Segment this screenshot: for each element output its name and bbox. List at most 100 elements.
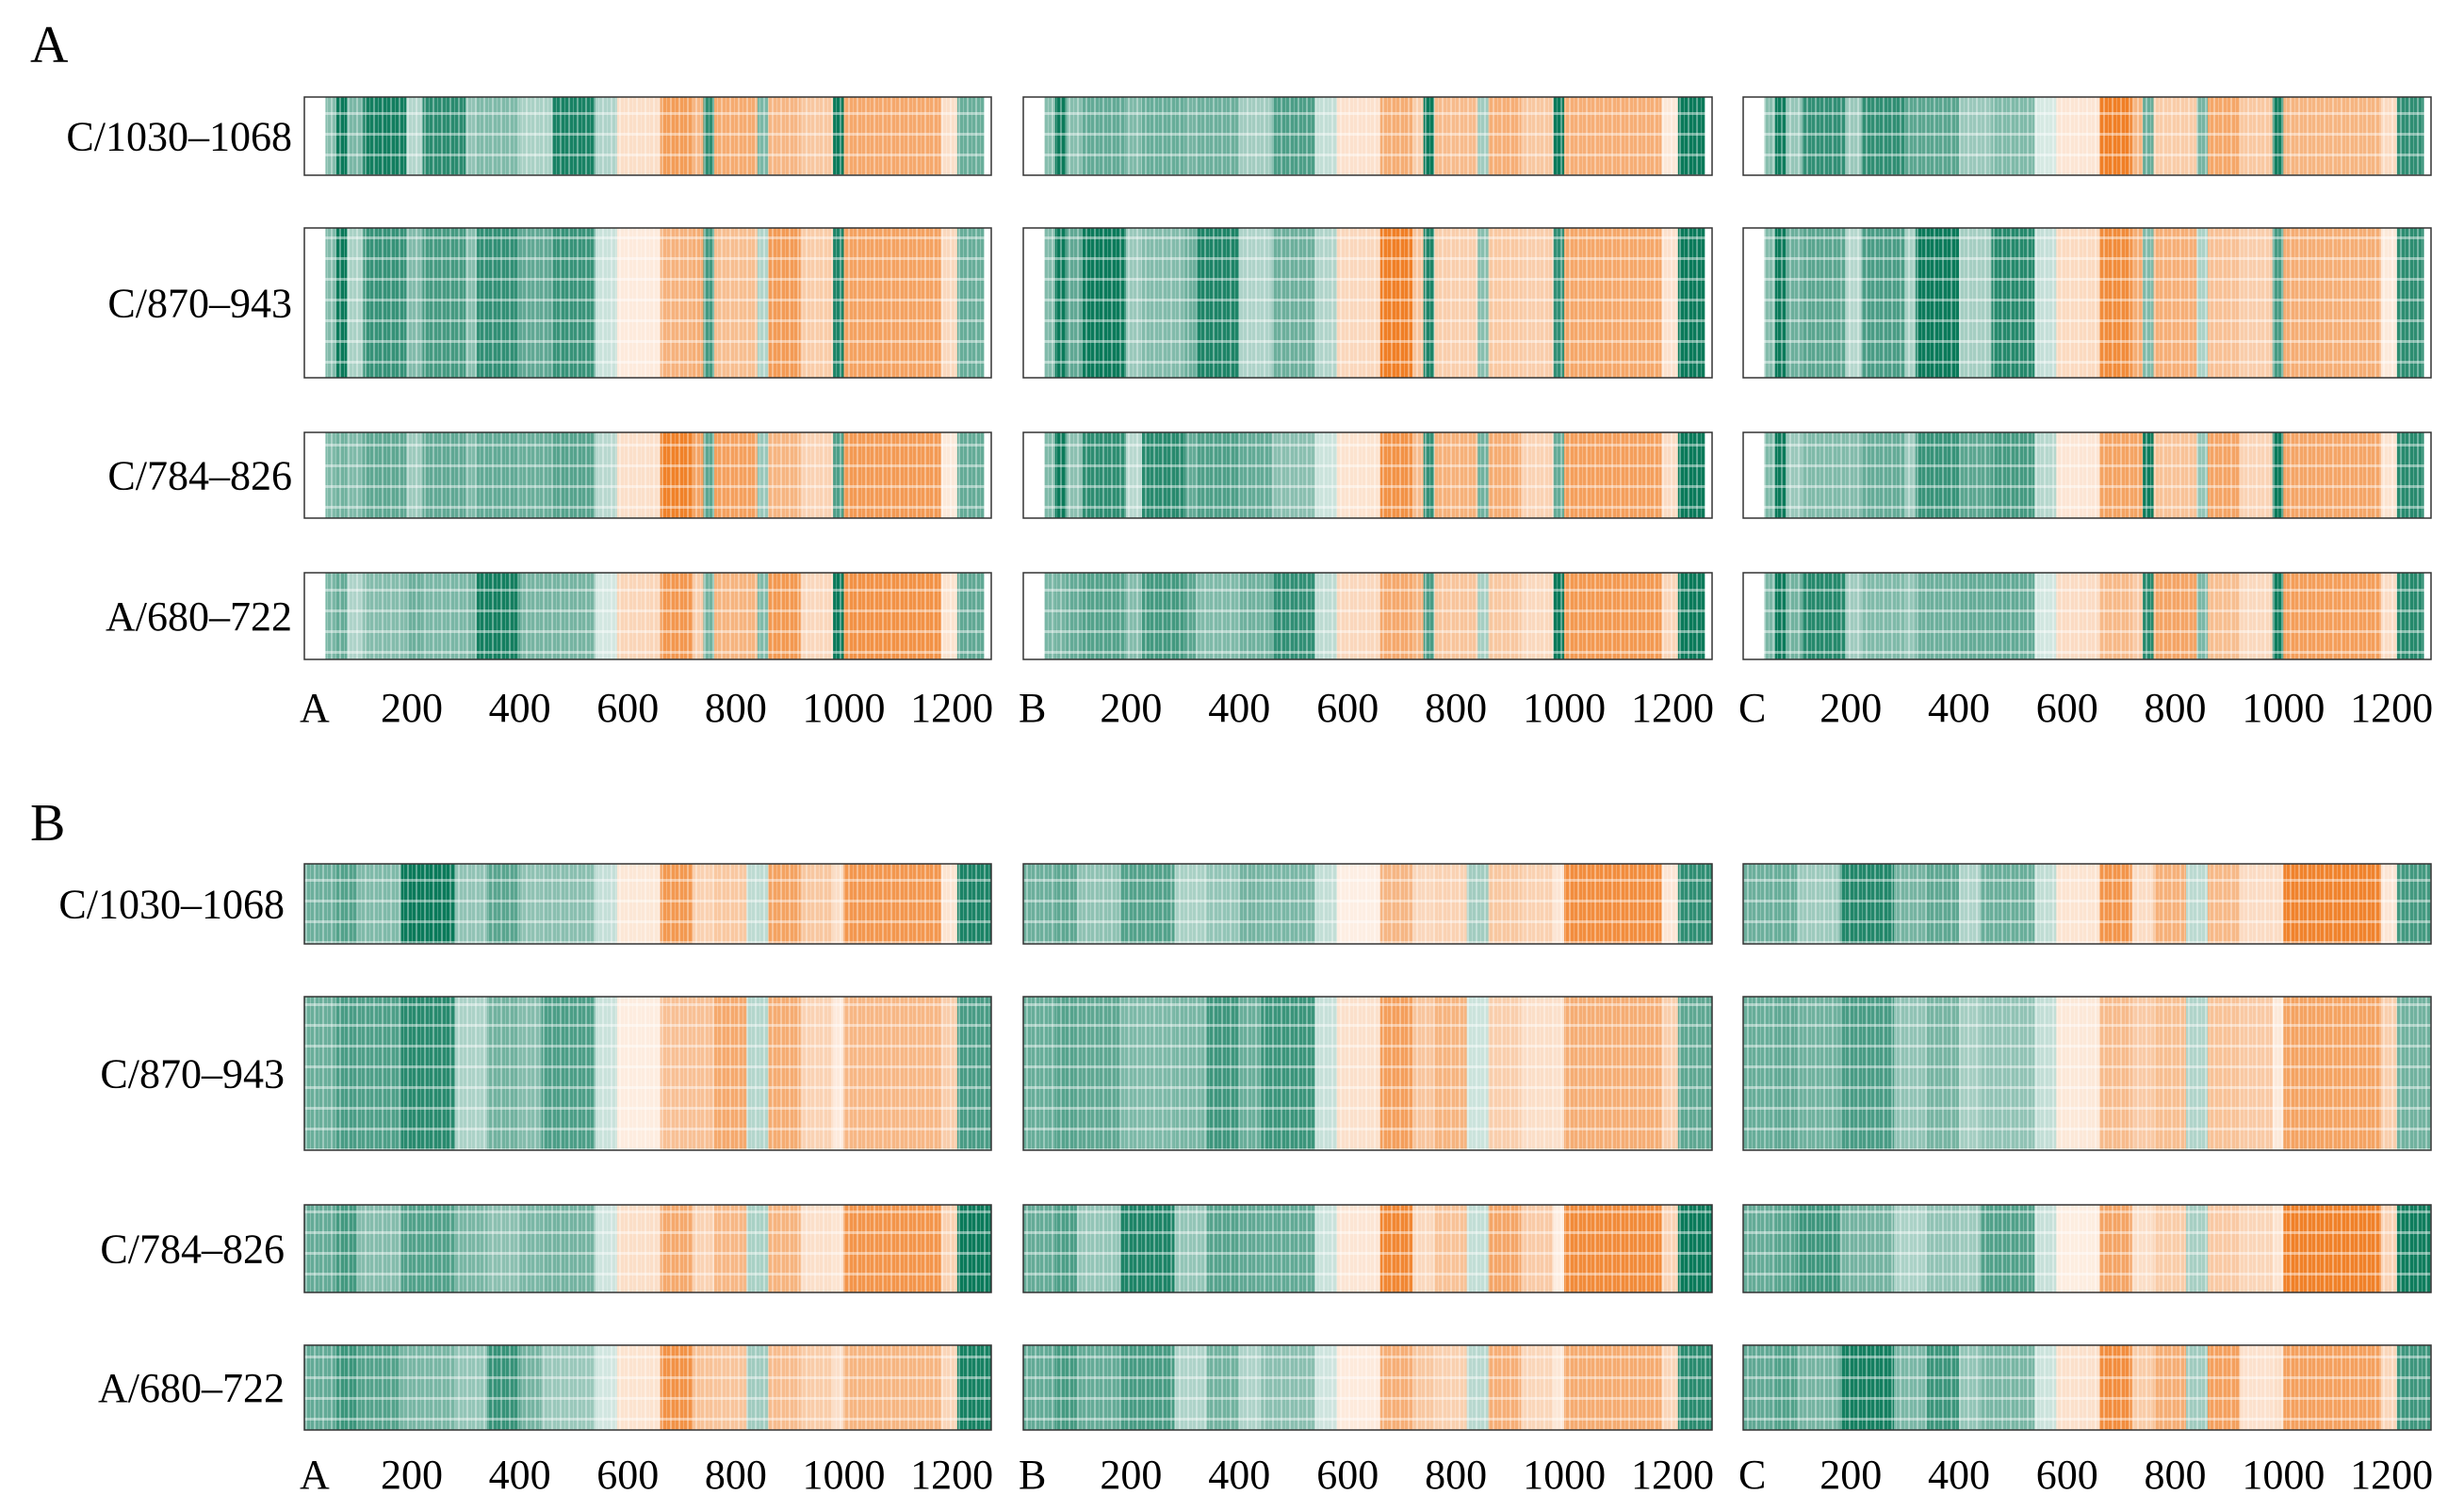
x-tick-label: 400: [1208, 685, 1270, 731]
band-texture: [1023, 1205, 1712, 1292]
x-tick-label: 1000: [2242, 685, 2325, 731]
band-texture: [1023, 97, 1712, 175]
heatmap-cell-group: [1022, 572, 1713, 660]
band-texture: [1743, 864, 2431, 944]
heatmap-frame: [303, 431, 992, 519]
band-texture: [304, 228, 991, 378]
heatmap-frame: [303, 96, 992, 176]
protein-column-label: A: [300, 1452, 330, 1498]
x-tick-label: 200: [1100, 1452, 1162, 1498]
heatmap-frame: [1022, 572, 1713, 660]
band-texture: [1023, 573, 1712, 659]
heatmap-cell-group: [303, 572, 992, 660]
x-tick-label: 800: [1425, 685, 1487, 731]
x-tick-label: 600: [1316, 685, 1379, 731]
band-texture: [304, 432, 991, 518]
heatmap-frame: [1742, 96, 2432, 176]
heatmap-cell-group: [1022, 1204, 1713, 1293]
band-texture: [1743, 1205, 2431, 1292]
x-tick-label: 1200: [2350, 1452, 2433, 1498]
row-label: C/784–826: [100, 1227, 285, 1273]
heatmap-frame: [303, 863, 992, 945]
heatmap-cell-group: [1742, 96, 2432, 176]
protein-column-label: C: [1738, 1452, 1766, 1498]
x-tick-label: 1200: [910, 685, 993, 731]
heatmap-frame: [303, 227, 992, 379]
protein-column-label: A: [300, 685, 330, 731]
row-label: A/680–722: [106, 593, 292, 640]
heatmap-frame: [1022, 431, 1713, 519]
heatmap-frame: [303, 1344, 992, 1431]
band-texture: [1743, 1345, 2431, 1430]
x-tick-label: 1000: [1523, 685, 1606, 731]
x-tick-label: 200: [1819, 685, 1882, 731]
protein-column-label: C: [1738, 685, 1766, 731]
heatmap-cell-group: [1742, 1204, 2432, 1293]
x-tick-label: 400: [1928, 1452, 1990, 1498]
heatmap-cell-group: [1022, 227, 1713, 379]
heatmap-cell-group: [1022, 431, 1713, 519]
band-texture: [1743, 997, 2431, 1150]
band-texture: [1023, 864, 1712, 944]
x-tick-label: 1200: [1631, 1452, 1714, 1498]
x-tick-label: 600: [596, 685, 659, 731]
x-tick-label: 800: [2145, 685, 2207, 731]
x-tick-label: 1200: [910, 1452, 993, 1498]
heatmap-frame: [1742, 1344, 2432, 1431]
x-tick-label: 1000: [803, 685, 886, 731]
heatmap-cell-group: [303, 996, 992, 1151]
band-texture: [304, 1205, 991, 1292]
x-tick-label: 1000: [803, 1452, 886, 1498]
band-texture: [304, 1345, 991, 1430]
row-label: C/870–943: [107, 281, 292, 327]
heatmap-cell-group: [303, 227, 992, 379]
protein-column-label: B: [1019, 1452, 1046, 1498]
heatmap-cell-group: [1742, 996, 2432, 1151]
band-texture: [1743, 432, 2431, 518]
heatmap-frame: [303, 572, 992, 660]
heatmap-cell-group: [303, 431, 992, 519]
heatmap-cell-group: [1022, 96, 1713, 176]
heatmap-frame: [1742, 227, 2432, 379]
x-tick-label: 1000: [1523, 1452, 1606, 1498]
row-label: C/784–826: [107, 453, 292, 499]
heatmap-frame: [1022, 996, 1713, 1151]
x-tick-label: 800: [705, 1452, 767, 1498]
x-tick-label: 800: [705, 685, 767, 731]
heatmap-frame: [1742, 572, 2432, 660]
x-tick-label: 400: [1208, 1452, 1270, 1498]
heatmap-cell-group: [1022, 1344, 1713, 1431]
band-texture: [304, 864, 991, 944]
heatmap-cell-group: [1742, 1344, 2432, 1431]
heatmap-frame: [1022, 863, 1713, 945]
heatmap-frame: [1022, 1344, 1713, 1431]
heatmap-frame: [1022, 96, 1713, 176]
band-texture: [1743, 228, 2431, 378]
row-label: C/1030–1068: [66, 114, 292, 160]
x-tick-label: 200: [1819, 1452, 1882, 1498]
x-tick-label: 800: [1425, 1452, 1487, 1498]
band-texture: [304, 573, 991, 659]
x-tick-label: 200: [381, 685, 443, 731]
panel-label-a: A: [30, 16, 69, 74]
row-label: A/680–722: [98, 1365, 285, 1411]
heatmap-frame: [303, 996, 992, 1151]
x-tick-label: 600: [596, 1452, 659, 1498]
heatmap-frame: [1022, 1204, 1713, 1293]
protein-column-label: B: [1019, 685, 1046, 731]
x-tick-label: 600: [1316, 1452, 1379, 1498]
heatmap-frame: [1742, 1204, 2432, 1293]
heatmap-frame: [303, 1204, 992, 1293]
row-label: C/870–943: [100, 1051, 285, 1097]
band-texture: [1023, 228, 1712, 378]
x-tick-label: 400: [489, 1452, 551, 1498]
band-texture: [1023, 1345, 1712, 1430]
heatmap-cell-group: [1742, 431, 2432, 519]
heatmap-cell-group: [1742, 572, 2432, 660]
heatmap-cell-group: [303, 1204, 992, 1293]
heatmap-cell-group: [1022, 863, 1713, 945]
heatmap-frame: [1742, 431, 2432, 519]
x-tick-label: 200: [381, 1452, 443, 1498]
